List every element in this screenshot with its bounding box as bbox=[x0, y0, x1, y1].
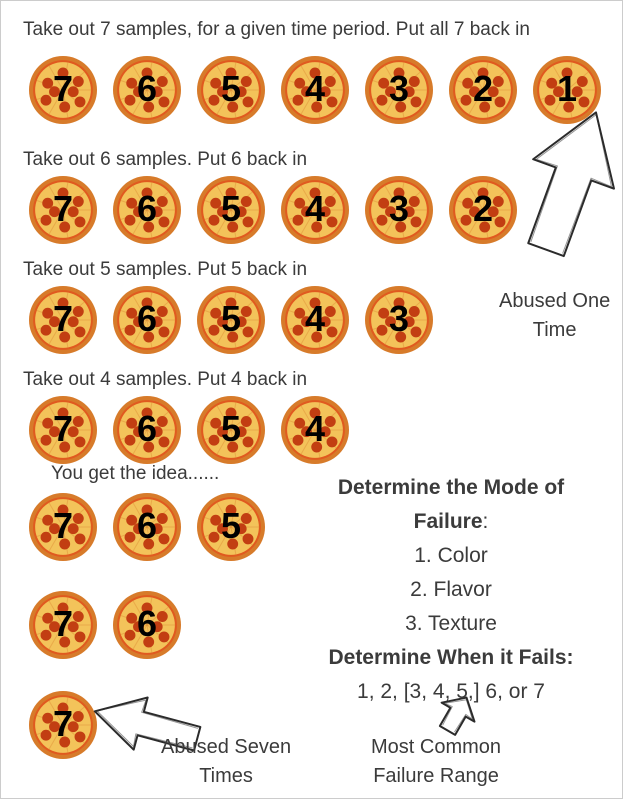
pizza-sample: 7 bbox=[29, 691, 97, 759]
failure-line: 1, 2, [3, 4, 5,] 6, or 7 bbox=[291, 675, 611, 709]
pizza-number: 2 bbox=[473, 188, 493, 230]
pizza-sample: 4 bbox=[281, 56, 349, 124]
pizza-number: 3 bbox=[389, 188, 409, 230]
pizza-sample: 6 bbox=[113, 396, 181, 464]
failure-line: 3. Texture bbox=[291, 607, 611, 641]
pizza-number: 7 bbox=[53, 603, 73, 645]
pizza-number: 7 bbox=[53, 188, 73, 230]
label-abused-seven: Abused SevenTimes bbox=[161, 733, 291, 791]
pizza-number: 4 bbox=[305, 188, 325, 230]
pizza-number: 2 bbox=[473, 68, 493, 110]
failure-line: Failure: bbox=[291, 505, 611, 539]
pizza-sample: 7 bbox=[29, 176, 97, 244]
row-caption: Take out 6 samples. Put 6 back in bbox=[23, 149, 307, 171]
failure-line: 2. Flavor bbox=[291, 573, 611, 607]
pizza-number: 7 bbox=[53, 68, 73, 110]
pizza-number: 5 bbox=[221, 68, 241, 110]
pizza-number: 6 bbox=[137, 298, 157, 340]
pizza-number: 7 bbox=[53, 298, 73, 340]
pizza-sample: 4 bbox=[281, 396, 349, 464]
pizza-number: 3 bbox=[389, 68, 409, 110]
pizza-number: 6 bbox=[137, 188, 157, 230]
pizza-sample: 6 bbox=[113, 176, 181, 244]
pizza-sample: 7 bbox=[29, 591, 97, 659]
pizza-number: 5 bbox=[221, 408, 241, 450]
pizza-number: 5 bbox=[221, 298, 241, 340]
pizza-sample: 3 bbox=[365, 56, 433, 124]
row-caption: Take out 7 samples, for a given time per… bbox=[23, 19, 530, 41]
pizza-sample: 5 bbox=[197, 286, 265, 354]
pizza-number: 6 bbox=[137, 408, 157, 450]
pizza-sample: 3 bbox=[365, 176, 433, 244]
failure-mode-block: Determine the Mode ofFailure:1. Color2. … bbox=[291, 471, 611, 709]
pizza-sample: 4 bbox=[281, 176, 349, 244]
pizza-number: 6 bbox=[137, 68, 157, 110]
pizza-number: 5 bbox=[221, 188, 241, 230]
pizza-number: 4 bbox=[305, 298, 325, 340]
pizza-sample: 5 bbox=[197, 396, 265, 464]
failure-line: Determine When it Fails: bbox=[291, 641, 611, 675]
pizza-sample: 5 bbox=[197, 176, 265, 244]
pizza-sample: 2 bbox=[449, 56, 517, 124]
failure-line: 1. Color bbox=[291, 539, 611, 573]
label-abused-one: Abused OneTime bbox=[499, 287, 610, 345]
pizza-number: 3 bbox=[389, 298, 409, 340]
pizza-sample: 7 bbox=[29, 396, 97, 464]
row-caption: You get the idea...... bbox=[51, 463, 219, 485]
pizza-sample: 6 bbox=[113, 56, 181, 124]
pizza-number: 5 bbox=[221, 505, 241, 547]
pizza-sample: 4 bbox=[281, 286, 349, 354]
pizza-number: 6 bbox=[137, 603, 157, 645]
pizza-sample: 6 bbox=[113, 493, 181, 561]
up_right-arrow bbox=[503, 95, 623, 267]
pizza-number: 6 bbox=[137, 505, 157, 547]
row-caption: Take out 4 samples. Put 4 back in bbox=[23, 369, 307, 391]
pizza-number: 4 bbox=[305, 408, 325, 450]
pizza-sample: 6 bbox=[113, 591, 181, 659]
pizza-sample: 3 bbox=[365, 286, 433, 354]
row-caption: Take out 5 samples. Put 5 back in bbox=[23, 259, 307, 281]
pizza-sample: 5 bbox=[197, 56, 265, 124]
pizza-sample: 7 bbox=[29, 286, 97, 354]
pizza-sample: 6 bbox=[113, 286, 181, 354]
pizza-number: 7 bbox=[53, 703, 73, 745]
failure-line: Determine the Mode of bbox=[291, 471, 611, 505]
label-most-common: Most CommonFailure Range bbox=[371, 733, 501, 791]
pizza-number: 7 bbox=[53, 408, 73, 450]
pizza-sample: 7 bbox=[29, 56, 97, 124]
pizza-number: 4 bbox=[305, 68, 325, 110]
pizza-sample: 5 bbox=[197, 493, 265, 561]
pizza-sample: 7 bbox=[29, 493, 97, 561]
pizza-number: 7 bbox=[53, 505, 73, 547]
